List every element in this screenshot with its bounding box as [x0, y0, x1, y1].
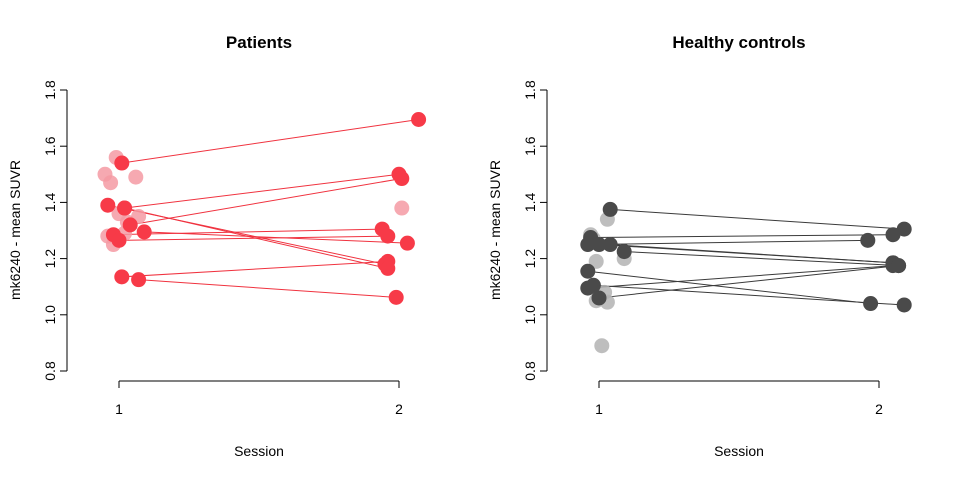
patients-y-axis-label: mk6240 - mean SUVR: [7, 160, 23, 300]
patients-session1-point: [114, 155, 130, 171]
controls-points: [580, 201, 912, 354]
controls-session1-point: [616, 244, 632, 260]
controls-session1-point: [580, 237, 596, 253]
controls-title: Healthy controls: [672, 33, 805, 52]
controls-session1-point: [602, 201, 618, 217]
controls-session2-point: [896, 221, 912, 237]
controls-y-tick-label: 1.0: [522, 305, 538, 325]
controls-y-tick-label: 1.4: [522, 192, 538, 212]
controls-panel: Healthy controls Session mk6240 - mean S…: [487, 33, 912, 459]
controls-lines: [587, 208, 905, 306]
controls-faded-point: [594, 338, 610, 354]
controls-session2-point: [896, 297, 912, 313]
patients-pair-line: [124, 173, 400, 209]
controls-session1-point: [591, 237, 607, 253]
controls-pair-line: [593, 284, 905, 306]
patients-session1-point: [111, 232, 127, 248]
controls-x-axis-label: Session: [714, 443, 764, 459]
patients-pair-line: [130, 178, 402, 226]
patients-faded-point: [394, 200, 410, 216]
patients-x-tick-label: 2: [395, 401, 403, 417]
controls-axes: 0.8 1.0 1.2 1.4 1.6 1.8 1 2: [522, 80, 883, 417]
patients-x-tick-label: 1: [115, 401, 123, 417]
controls-faded-point: [588, 253, 604, 269]
controls-y-tick-label: 1.6: [522, 136, 538, 156]
patients-y-tick-label: 1.8: [42, 80, 58, 100]
patients-pair-line: [124, 207, 388, 269]
controls-session1-point: [591, 290, 607, 306]
controls-pair-line: [587, 270, 871, 305]
patients-session2-point: [388, 289, 404, 305]
controls-x-tick-label: 1: [595, 401, 603, 417]
controls-pair-line: [610, 208, 905, 230]
patients-axes: 0.8 1.0 1.2 1.4 1.6 1.8 1 2: [42, 80, 403, 417]
patients-session2-point: [380, 260, 396, 276]
controls-pair-line: [587, 239, 868, 246]
patients-x-axis-label: Session: [234, 443, 284, 459]
patients-session1-point: [117, 200, 133, 216]
patients-pair-line: [144, 231, 408, 244]
patients-y-tick-label: 1.6: [42, 136, 58, 156]
patients-pair-line: [121, 119, 419, 164]
patients-session2-point: [394, 171, 410, 187]
controls-y-tick-label: 1.8: [522, 80, 538, 100]
patients-session2-point: [411, 112, 427, 128]
patients-session2-point: [380, 228, 396, 244]
patients-pair-line: [113, 228, 383, 236]
patients-y-tick-label: 0.8: [42, 361, 58, 381]
patients-lines: [107, 119, 419, 298]
patients-title: Patients: [226, 33, 292, 52]
controls-session2-point: [885, 227, 901, 243]
controls-y-tick-label: 1.2: [522, 249, 538, 269]
patients-session1-point: [131, 272, 147, 288]
patients-session1-point: [100, 197, 116, 213]
controls-session2-point: [863, 296, 879, 312]
controls-x-tick-label: 2: [875, 401, 883, 417]
patients-pair-line: [121, 260, 388, 278]
patients-y-tick-label: 1.0: [42, 305, 58, 325]
patients-pair-line: [138, 279, 397, 298]
patients-session1-point: [114, 269, 130, 285]
controls-session2-point: [860, 232, 876, 248]
controls-pair-line: [624, 251, 899, 267]
controls-session1-point: [585, 277, 601, 293]
patients-points: [97, 112, 427, 305]
controls-session1-point: [580, 263, 596, 279]
patients-faded-point: [103, 175, 119, 191]
patients-session2-point: [399, 235, 415, 251]
patients-y-tick-label: 1.2: [42, 249, 58, 269]
controls-y-tick-label: 0.8: [522, 361, 538, 381]
controls-pair-line: [598, 244, 894, 264]
controls-pair-line: [590, 234, 894, 239]
patients-panel: Patients Session mk6240 - mean SUVR 0.8 1…: [7, 33, 427, 459]
patients-faded-point: [128, 169, 144, 185]
controls-y-axis-label: mk6240 - mean SUVR: [487, 160, 503, 300]
controls-session1-point: [602, 237, 618, 253]
controls-session2-point: [891, 258, 907, 274]
controls-pair-line: [587, 265, 894, 289]
patients-session1-point: [122, 217, 138, 233]
controls-pair-line: [598, 265, 899, 299]
patients-pair-line: [118, 235, 388, 241]
patients-session1-point: [136, 224, 152, 240]
patients-y-tick-label: 1.4: [42, 192, 58, 212]
